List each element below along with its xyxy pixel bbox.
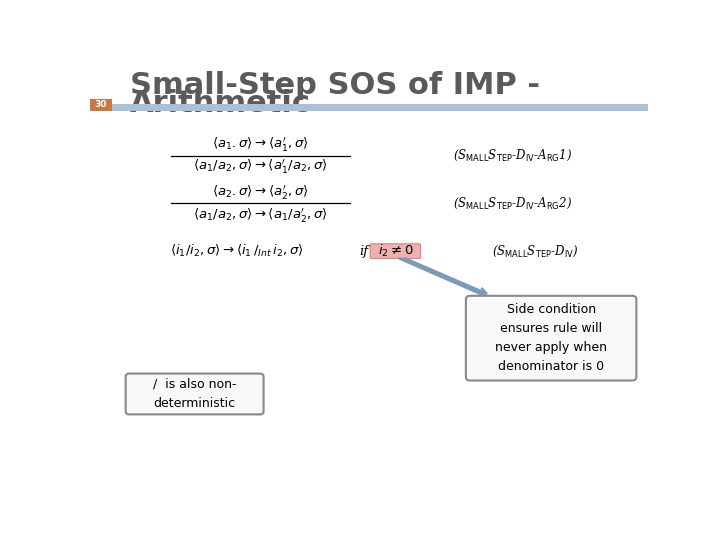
FancyBboxPatch shape (90, 104, 648, 111)
Text: Small-Step SOS of IMP -: Small-Step SOS of IMP - (130, 71, 540, 100)
Text: $\langle a_2 . \sigma \rangle \rightarrow \langle a_2^\prime, \sigma \rangle$: $\langle a_2 . \sigma \rangle \rightarro… (212, 183, 309, 201)
Text: $\langle a_1 / a_2, \sigma \rangle \rightarrow \langle a_1^\prime / a_2, \sigma : $\langle a_1 / a_2, \sigma \rangle \righ… (193, 158, 328, 176)
FancyBboxPatch shape (370, 244, 420, 259)
FancyBboxPatch shape (126, 374, 264, 414)
FancyBboxPatch shape (466, 296, 636, 381)
Text: $\langle a_1 / a_2, \sigma \rangle \rightarrow \langle a_1 / a_2^\prime, \sigma : $\langle a_1 / a_2, \sigma \rangle \righ… (193, 206, 328, 224)
Text: $i_2 \neq 0$: $i_2 \neq 0$ (377, 243, 413, 259)
FancyBboxPatch shape (90, 99, 112, 111)
Text: Arithmetic: Arithmetic (130, 90, 311, 118)
Text: (S$_{\mathrm{MALL}}$S$_{\mathrm{TEP}}$-D$_{\mathrm{IV}}$): (S$_{\mathrm{MALL}}$S$_{\mathrm{TEP}}$-D… (492, 244, 579, 259)
Text: (S$_{\mathrm{MALL}}$S$_{\mathrm{TEP}}$-D$_{\mathrm{IV}}$-A$_{\mathrm{RG}}$2): (S$_{\mathrm{MALL}}$S$_{\mathrm{TEP}}$-D… (453, 196, 572, 211)
Text: if: if (360, 245, 369, 258)
Text: /  is also non-
deterministic: / is also non- deterministic (153, 378, 236, 410)
Text: Side condition
ensures rule will
never apply when
denominator is 0: Side condition ensures rule will never a… (495, 303, 607, 373)
Text: 30: 30 (94, 100, 107, 109)
Text: $\langle a_1 . \sigma \rangle \rightarrow \langle a_1^\prime, \sigma \rangle$: $\langle a_1 . \sigma \rangle \rightarro… (212, 135, 309, 153)
Text: (S$_{\mathrm{MALL}}$S$_{\mathrm{TEP}}$-D$_{\mathrm{IV}}$-A$_{\mathrm{RG}}$1): (S$_{\mathrm{MALL}}$S$_{\mathrm{TEP}}$-D… (453, 148, 572, 163)
Text: $\langle i_1 / i_2, \sigma \rangle \rightarrow \langle i_1 \,/_{Int}\, i_2, \sig: $\langle i_1 / i_2, \sigma \rangle \righ… (171, 243, 304, 259)
